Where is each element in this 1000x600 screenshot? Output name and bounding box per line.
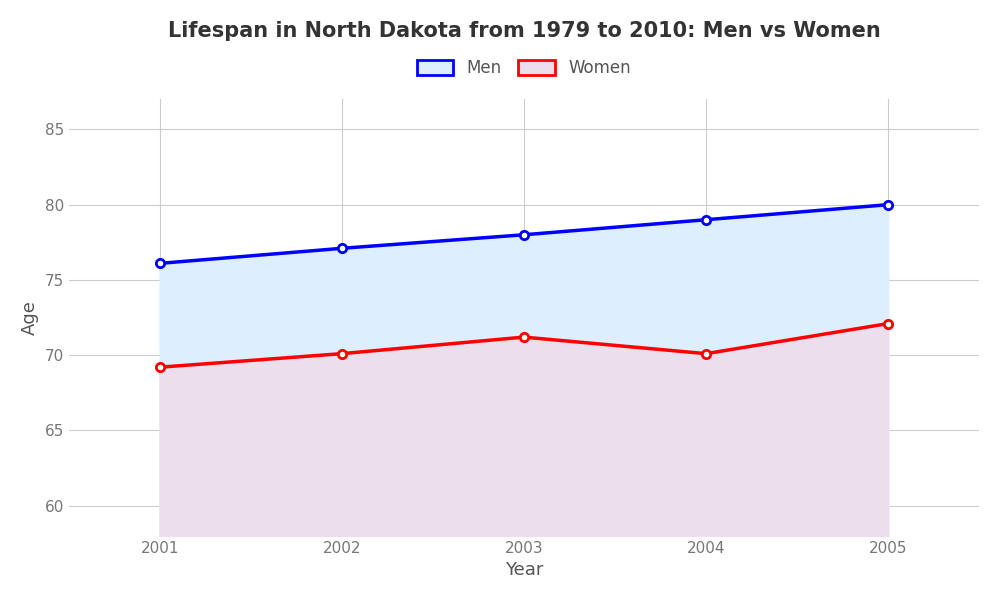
Title: Lifespan in North Dakota from 1979 to 2010: Men vs Women: Lifespan in North Dakota from 1979 to 20… (168, 21, 880, 41)
Legend: Men, Women: Men, Women (408, 51, 639, 86)
X-axis label: Year: Year (505, 561, 543, 579)
Y-axis label: Age: Age (21, 300, 39, 335)
